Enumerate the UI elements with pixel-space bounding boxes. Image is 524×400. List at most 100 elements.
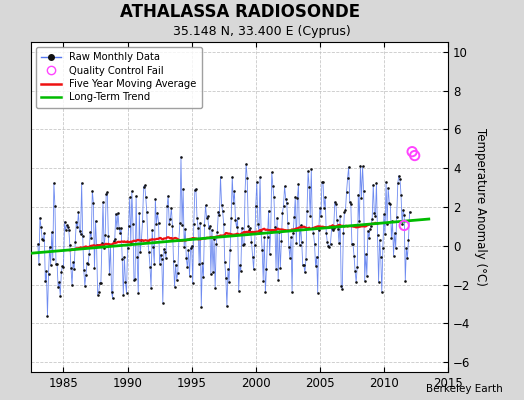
Point [240,240,248,247]
Point [93,292,102,298]
Point [371,213,379,219]
Point [48,229,56,236]
Point [97,280,105,286]
Point [165,221,173,227]
Point [352,279,361,286]
Point [287,234,295,240]
Point [337,283,345,290]
Point [266,250,274,257]
Point [386,201,395,208]
Point [347,200,355,207]
Point [339,230,347,236]
Point [127,239,135,246]
Point [94,288,103,295]
Point [280,183,289,189]
Point [210,235,219,242]
Point [291,194,300,200]
Point [375,279,383,285]
Point [341,207,350,214]
Point [45,271,53,277]
Point [71,239,80,245]
Point [332,201,340,208]
Point [41,278,50,285]
Point [314,227,323,233]
Point [148,227,156,233]
Point [105,270,114,277]
Point [178,222,186,228]
Point [238,224,246,231]
Point [179,186,187,192]
Point [67,265,75,271]
Point [61,227,70,233]
Point [137,236,146,243]
Point [255,228,263,234]
Point [268,169,276,176]
Point [348,240,356,247]
Point [388,218,397,224]
Point [117,225,125,232]
Point [326,240,335,247]
Point [90,265,99,272]
Point [381,231,389,237]
Point [331,199,339,205]
Point [191,186,199,193]
Point [50,180,58,186]
Point [202,215,211,221]
Point [51,202,59,209]
Point [277,238,286,244]
Point [39,237,47,243]
Point [250,242,259,248]
Point [246,224,255,231]
Point [201,202,210,208]
Point [42,268,51,274]
Point [271,224,279,230]
Point [162,254,170,261]
Point [213,228,222,235]
Point [397,191,405,198]
Point [267,228,275,235]
Point [102,191,111,198]
Point [366,226,374,232]
Point [144,239,152,245]
Point [274,277,282,283]
Point [231,217,239,223]
Point [282,200,291,206]
Point [396,176,404,182]
Point [228,174,236,180]
Point [149,244,157,250]
Point [217,202,226,208]
Point [382,178,390,185]
Point [249,266,258,273]
Point [356,162,365,169]
Point [174,237,183,243]
Point [227,214,235,221]
Point [198,260,206,266]
Point [303,208,311,214]
Point [292,240,301,246]
Point [77,231,85,238]
Point [372,180,380,186]
Point [288,288,296,295]
Point [368,215,376,222]
Point [408,148,417,155]
Point [111,236,119,243]
Point [230,188,238,194]
Point [403,254,412,261]
Point [82,272,90,278]
Point [269,183,277,189]
Point [122,290,130,296]
Point [172,277,181,283]
Point [247,239,256,245]
Point [342,189,351,195]
Point [86,229,94,235]
Point [100,245,108,252]
Point [146,264,154,270]
Point [70,266,79,272]
Point [183,264,192,270]
Point [173,270,182,276]
Point [310,240,319,247]
Point [104,233,113,239]
Point [398,220,406,227]
Point [253,179,261,186]
Point [143,209,151,216]
